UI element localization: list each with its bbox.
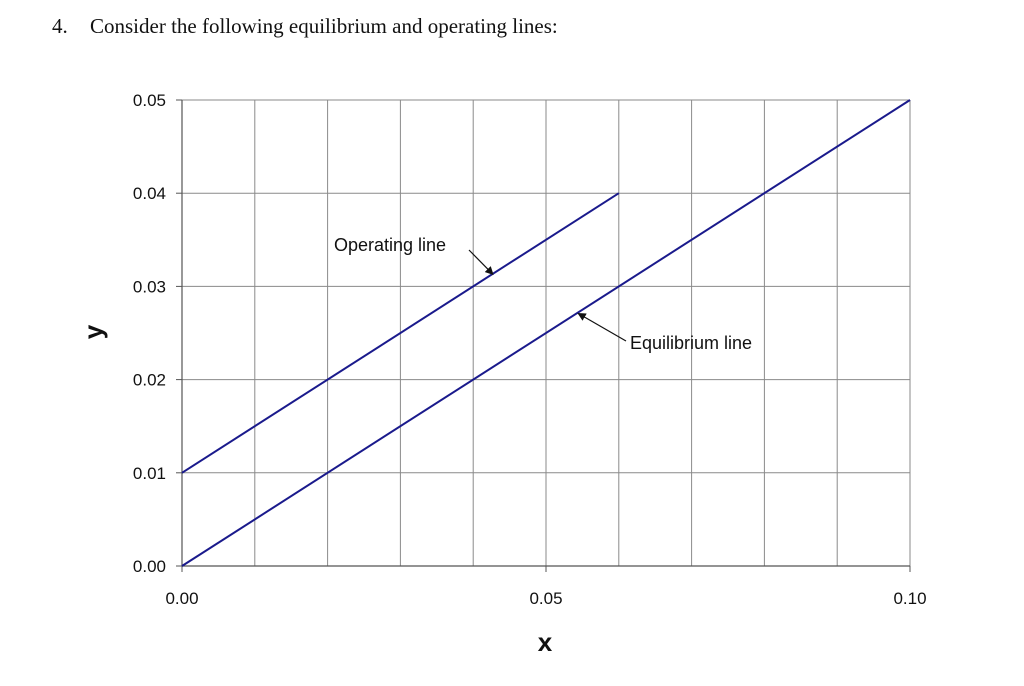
y-tick-label: 0.05: [133, 91, 166, 110]
grid: [182, 99, 911, 566]
annotation-arrow-operating: [468, 249, 494, 276]
equilibrium-line: [181, 99, 911, 567]
y-axis-label: y: [78, 324, 108, 339]
y-tick-label: 0.00: [133, 557, 166, 576]
y-tick-label: 0.04: [133, 184, 166, 203]
x-tick-label: 0.10: [893, 589, 926, 608]
annotation-equilibrium-line: Equilibrium line: [630, 333, 752, 353]
annotations: Operating line Equilibrium line: [334, 235, 752, 353]
question-prompt: Consider the following equilibrium and o…: [90, 14, 558, 38]
axes: [176, 99, 911, 572]
y-tick-label: 0.02: [133, 371, 166, 390]
operating-line: [181, 192, 620, 474]
y-tick-label: 0.03: [133, 277, 166, 296]
question-text: 4. Consider the following equilibrium and…: [52, 14, 558, 39]
tick-labels: 0.00 0.01 0.02 0.03 0.04 0.05 0.00 0.05 0.10: [133, 91, 927, 608]
x-axis-label: x: [538, 627, 553, 657]
annotation-operating-line: Operating line: [334, 235, 446, 255]
question-number: 4.: [52, 14, 68, 38]
y-tick-label: 0.01: [133, 464, 166, 483]
x-tick-label: 0.00: [165, 589, 198, 608]
series-group: [181, 99, 911, 567]
x-tick-label: 0.05: [529, 589, 562, 608]
annotation-arrow-equilibrium: [577, 312, 627, 342]
